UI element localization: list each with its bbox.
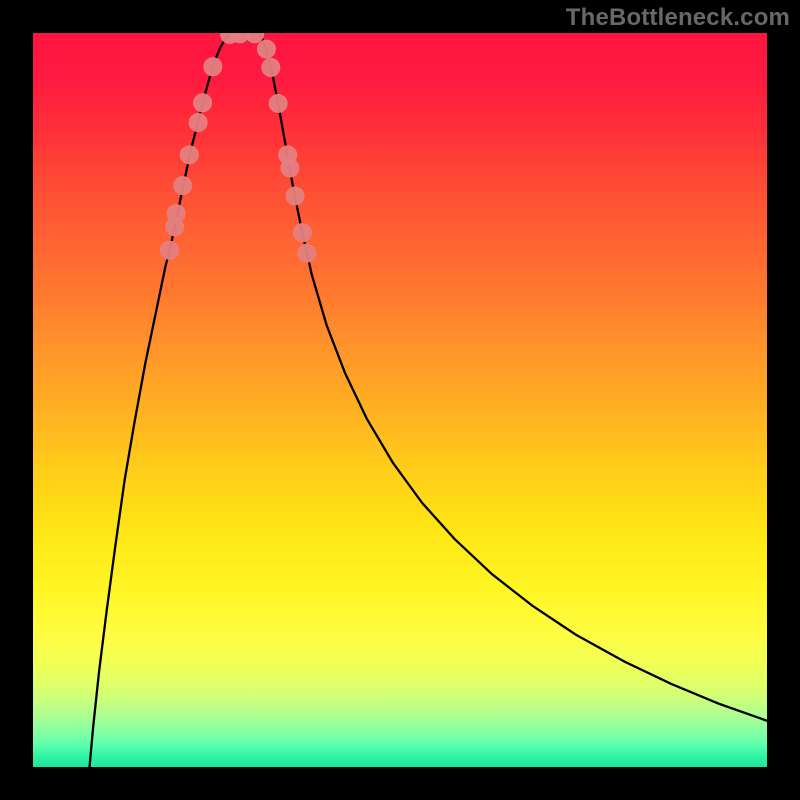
marker-dot: [262, 58, 280, 76]
marker-dot: [204, 58, 222, 76]
plot-background: [33, 33, 767, 767]
marker-dot: [161, 241, 179, 259]
chart-canvas: TheBottleneck.com: [0, 0, 800, 800]
marker-dot: [298, 244, 316, 262]
marker-dot: [286, 187, 304, 205]
marker-dot: [257, 40, 275, 58]
marker-dot: [174, 177, 192, 195]
marker-dot: [189, 114, 207, 132]
marker-dot: [194, 94, 212, 112]
marker-dot: [180, 146, 198, 164]
marker-dot: [281, 159, 299, 177]
watermark-text: TheBottleneck.com: [566, 4, 790, 32]
marker-dot: [167, 205, 185, 223]
marker-dot: [293, 224, 311, 242]
marker-dot: [269, 94, 287, 112]
bottleneck-chart-svg: [0, 0, 800, 800]
